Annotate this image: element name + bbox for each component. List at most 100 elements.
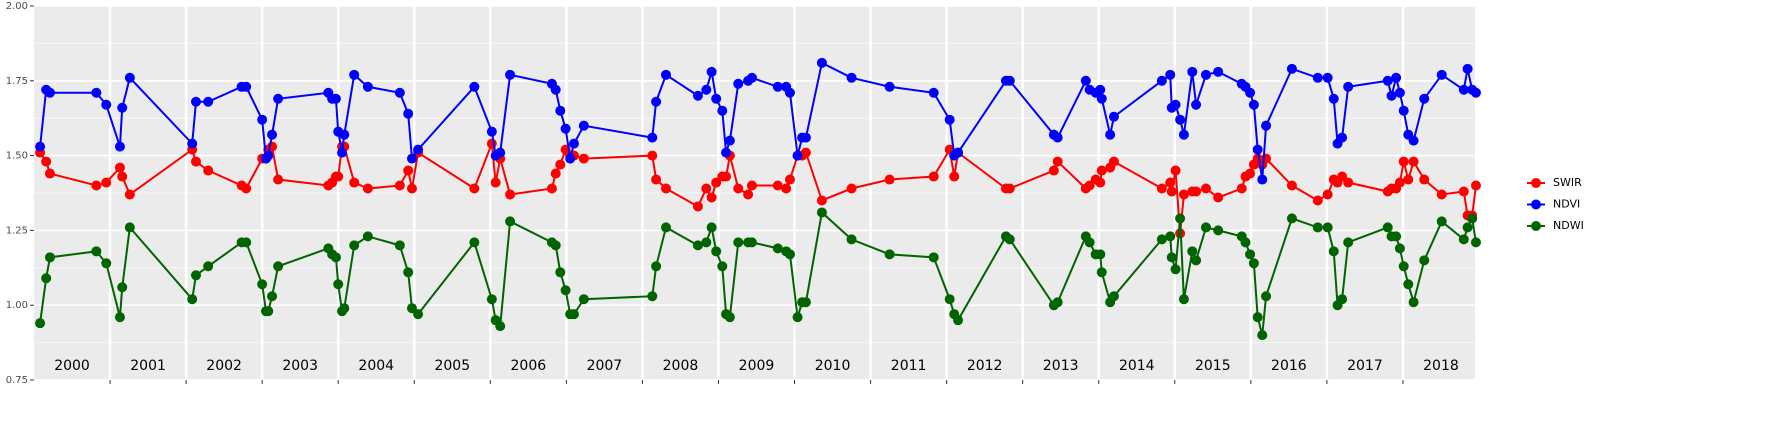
point — [486, 138, 497, 149]
point — [550, 240, 561, 251]
point — [724, 135, 735, 146]
year-label: 2003 — [282, 358, 318, 374]
point — [1170, 264, 1181, 275]
legend-label: NDWI — [1553, 219, 1584, 232]
point — [1175, 114, 1186, 125]
point — [550, 84, 561, 95]
point — [1165, 69, 1176, 80]
point — [565, 153, 576, 164]
point — [362, 81, 373, 92]
point — [560, 123, 571, 134]
year-label: 2017 — [1347, 358, 1383, 374]
point — [1048, 165, 1059, 176]
point — [1156, 234, 1167, 245]
point — [44, 252, 55, 263]
point — [706, 222, 717, 233]
point — [660, 69, 671, 80]
point — [41, 156, 52, 167]
point — [1322, 189, 1333, 200]
point — [706, 66, 717, 77]
point — [1166, 252, 1177, 263]
point — [944, 114, 955, 125]
point — [1458, 84, 1469, 95]
point — [1166, 186, 1177, 197]
point — [1096, 267, 1107, 278]
point — [1252, 312, 1263, 323]
point — [257, 279, 268, 290]
point — [928, 87, 939, 98]
year-label: 2008 — [663, 358, 699, 374]
point — [1257, 174, 1268, 185]
year-label: 2000 — [54, 358, 90, 374]
point — [546, 183, 557, 194]
point — [469, 183, 480, 194]
point — [1156, 183, 1167, 194]
legend-key — [1531, 199, 1541, 210]
point — [816, 195, 827, 206]
point — [1436, 189, 1447, 200]
point — [1170, 165, 1181, 176]
point — [1257, 330, 1268, 341]
point — [1436, 69, 1447, 80]
point — [884, 249, 895, 260]
point — [330, 252, 341, 263]
year-label: 2013 — [1043, 358, 1079, 374]
year-label: 2015 — [1195, 358, 1231, 374]
point — [1187, 246, 1198, 257]
point — [578, 294, 589, 305]
point — [846, 234, 857, 245]
point — [1391, 72, 1402, 83]
point — [403, 267, 414, 278]
point — [784, 174, 795, 185]
point — [772, 243, 783, 254]
point — [1470, 180, 1481, 191]
point — [660, 222, 671, 233]
point — [1398, 261, 1409, 272]
point — [337, 147, 348, 158]
point — [394, 180, 405, 191]
point — [1286, 213, 1297, 224]
point — [560, 285, 571, 296]
point — [406, 153, 417, 164]
legend-key — [1531, 178, 1541, 188]
point — [394, 240, 405, 251]
point — [394, 87, 405, 98]
point — [1462, 222, 1473, 233]
point — [928, 171, 939, 182]
point — [1403, 174, 1414, 185]
point — [953, 147, 964, 158]
point — [1408, 297, 1419, 308]
point — [241, 237, 252, 248]
point — [800, 297, 811, 308]
point — [413, 144, 424, 155]
point — [1312, 195, 1323, 206]
point — [1213, 66, 1224, 77]
point — [555, 267, 566, 278]
point — [91, 246, 102, 257]
point — [44, 168, 55, 179]
point — [1245, 87, 1256, 98]
point — [651, 174, 662, 185]
point — [1458, 234, 1469, 245]
point — [692, 201, 703, 212]
point — [772, 180, 783, 191]
year-label: 2016 — [1271, 358, 1307, 374]
year-label: 2011 — [891, 358, 927, 374]
point — [1391, 231, 1402, 242]
point — [241, 81, 252, 92]
point — [721, 147, 732, 158]
point — [187, 138, 198, 149]
point — [1213, 192, 1224, 203]
point — [1191, 186, 1202, 197]
point — [1343, 237, 1354, 248]
point — [1052, 132, 1063, 143]
point — [701, 183, 712, 194]
point — [263, 306, 274, 317]
point — [486, 294, 497, 305]
point — [1261, 120, 1272, 131]
point — [1328, 246, 1339, 257]
point — [651, 96, 662, 107]
point — [117, 171, 128, 182]
point — [203, 96, 214, 107]
point — [505, 189, 516, 200]
